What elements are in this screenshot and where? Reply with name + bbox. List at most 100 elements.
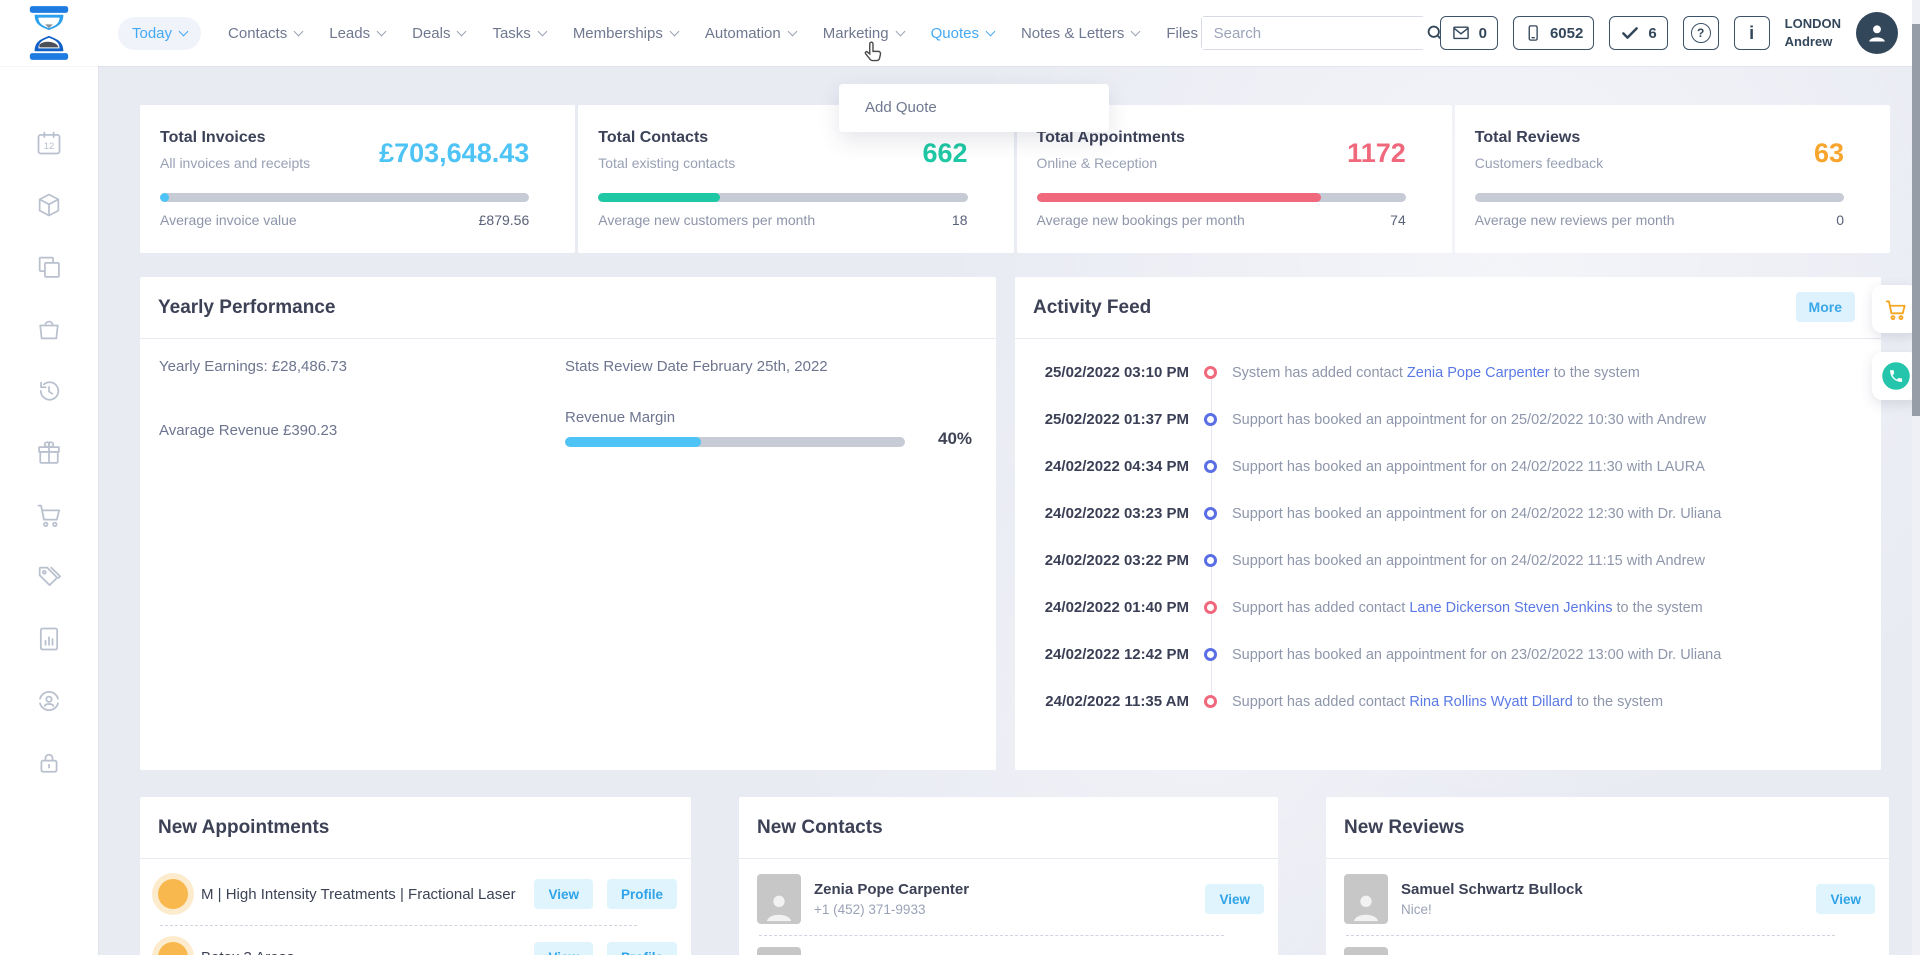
contact-name: Zenia Pope Carpenter (814, 881, 969, 898)
cart-icon[interactable] (35, 501, 63, 529)
profile-button[interactable]: Profile (607, 942, 677, 955)
activity-text: Support has booked an appointment for on… (1232, 412, 1706, 428)
chevron-down-icon (787, 26, 797, 36)
nav-marketing[interactable]: Marketing (823, 25, 904, 42)
activity-text: System has added contact Zenia Pope Carp… (1232, 365, 1640, 381)
panel-title: New Reviews (1344, 817, 1464, 839)
activity-text: Support has booked an appointment for on… (1232, 647, 1721, 663)
tags-icon[interactable] (35, 563, 63, 591)
yearly-performance-panel: Yearly Performance Yearly Earnings: £28,… (140, 277, 996, 770)
reviewer-name: Samuel Schwartz Bullock (1401, 881, 1583, 898)
nav-files[interactable]: Files (1166, 25, 1198, 42)
view-button[interactable]: View (534, 879, 593, 909)
card-value: 1172 (1347, 138, 1406, 169)
card-title: Total Invoices (160, 129, 266, 147)
search-box (1201, 16, 1425, 50)
more-button[interactable]: More (1796, 292, 1855, 322)
nav-deals[interactable]: Deals (412, 25, 465, 42)
question-circle-icon: ? (1691, 23, 1711, 43)
location-label: LONDON (1785, 15, 1841, 33)
copy-icon[interactable] (35, 253, 63, 281)
menu-item-add-quote[interactable]: Add Quote (839, 88, 1109, 128)
progress-fill (598, 193, 720, 202)
history-icon[interactable] (35, 377, 63, 405)
view-button[interactable]: View (1205, 884, 1264, 914)
activity-dot-icon (1204, 366, 1217, 379)
card-footer-label: Average new reviews per month (1475, 212, 1675, 228)
activity-dot-icon (1204, 413, 1217, 426)
header-right-cluster: 0 6052 6 ? i LONDON Andrew (1201, 12, 1898, 54)
lock-icon[interactable] (35, 749, 63, 777)
search-input[interactable] (1202, 17, 1425, 49)
chevron-down-icon (294, 26, 304, 36)
view-button[interactable]: View (1816, 884, 1875, 914)
panel-title: New Contacts (757, 817, 883, 839)
report-icon[interactable] (35, 625, 63, 653)
nav-today[interactable]: Today (118, 17, 201, 50)
tasks-count: 6 (1648, 25, 1656, 42)
card-value: 63 (1814, 138, 1844, 169)
chevron-down-icon (179, 26, 189, 36)
revenue-margin-track (565, 437, 905, 447)
gift-icon[interactable] (35, 439, 63, 467)
person-icon (762, 890, 796, 924)
contact-link[interactable]: Rina Rollins Wyatt Dillard (1409, 694, 1572, 710)
appointment-row: M | High Intensity Treatments | Fraction… (158, 865, 677, 923)
panel-title: Yearly Performance (158, 297, 335, 319)
activity-item: 25/02/2022 01:37 PM Support has booked a… (1015, 396, 1881, 443)
profile-button[interactable]: Profile (607, 879, 677, 909)
chevron-down-icon (377, 26, 387, 36)
contact-link[interactable]: Zenia Pope Carpenter (1407, 365, 1550, 381)
progress-track (1037, 193, 1406, 202)
activity-dot-icon (1204, 554, 1217, 567)
account-icon[interactable] (35, 687, 63, 715)
help-button[interactable]: ? (1683, 16, 1719, 50)
nav-tasks[interactable]: Tasks (492, 25, 545, 42)
user-avatar[interactable] (1856, 12, 1898, 54)
activity-dot-icon (1204, 601, 1217, 614)
view-button[interactable]: View (534, 942, 593, 955)
package-icon[interactable] (35, 191, 63, 219)
person-icon (1349, 890, 1383, 924)
info-button[interactable]: i (1734, 16, 1770, 50)
activity-timestamp: 25/02/2022 01:37 PM (1041, 411, 1189, 428)
avatar (1344, 874, 1388, 924)
card-total-invoices: Total Invoices All invoices and receipts… (140, 105, 575, 253)
card-value: £703,648.43 (379, 138, 529, 169)
avatar (757, 874, 801, 924)
activity-timestamp: 24/02/2022 01:40 PM (1041, 599, 1189, 616)
tasks-badge[interactable]: 6 (1609, 16, 1667, 50)
review-row: Alex Stefan View (1344, 938, 1875, 955)
avatar (1344, 947, 1388, 955)
calls-badge[interactable]: 6052 (1513, 16, 1594, 50)
chevron-down-icon (1131, 26, 1141, 36)
messages-badge[interactable]: 0 (1440, 16, 1498, 50)
calendar-icon[interactable]: 12 (35, 129, 63, 157)
activity-timestamp: 24/02/2022 03:22 PM (1041, 552, 1189, 569)
progress-fill (160, 193, 169, 202)
nav-leads[interactable]: Leads (329, 25, 385, 42)
nav-notes-letters[interactable]: Notes & Letters (1021, 25, 1139, 42)
contact-row: Lane Dickerson Steven Jenkins View (757, 938, 1264, 955)
panel-title: Activity Feed (1033, 297, 1151, 319)
panel-title: New Appointments (158, 817, 329, 839)
chevron-down-icon (669, 26, 679, 36)
activity-text: Support has booked an appointment for on… (1232, 506, 1721, 522)
contact-link[interactable]: Lane Dickerson Steven Jenkins (1409, 600, 1612, 616)
card-total-reviews: Total Reviews Customers feedback 63 Aver… (1455, 105, 1890, 253)
nav-automation[interactable]: Automation (705, 25, 796, 42)
progress-fill (1037, 193, 1321, 202)
nav-memberships[interactable]: Memberships (573, 25, 678, 42)
divider (1346, 935, 1835, 936)
revenue-margin-percent: 40% (938, 429, 972, 449)
nav-quotes[interactable]: Quotes (931, 25, 994, 42)
progress-track (160, 193, 529, 202)
bag-icon[interactable] (35, 315, 63, 343)
phone-icon (1524, 23, 1542, 43)
nav-contacts[interactable]: Contacts (228, 25, 302, 42)
activity-timestamp: 24/02/2022 11:35 AM (1041, 693, 1189, 710)
main-content: Total Invoices All invoices and receipts… (140, 105, 1890, 955)
card-value: 662 (922, 138, 967, 169)
chevron-down-icon (457, 26, 467, 36)
scrollbar-thumb[interactable] (1912, 24, 1920, 416)
